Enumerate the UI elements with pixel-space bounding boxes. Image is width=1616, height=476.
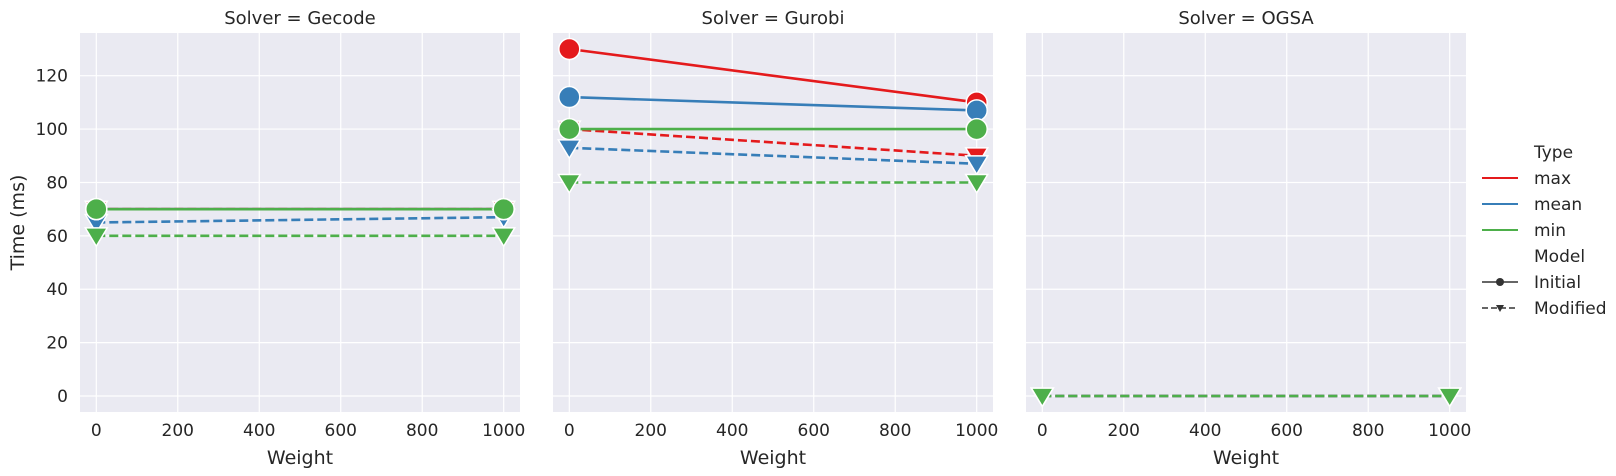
- y-tick-label: 40: [46, 280, 68, 300]
- x-tick-label: 1000: [1428, 421, 1471, 441]
- y-tick-label: 80: [46, 173, 68, 193]
- x-tick-label: 400: [716, 421, 748, 441]
- data-point-min-modified: [556, 173, 582, 195]
- data-point-min-initial: [492, 197, 515, 221]
- facet-title: Solver = Gecode: [224, 8, 376, 29]
- panel-background: [80, 33, 520, 412]
- panel-background: [553, 33, 993, 412]
- x-tick-label: 600: [325, 421, 357, 441]
- legend-label-max: max: [1534, 169, 1571, 189]
- data-point-mean-modified: [964, 155, 990, 176]
- y-tick-label: 20: [46, 334, 68, 354]
- series-line-max-initial: [569, 47, 977, 104]
- x-tick-label: 200: [635, 421, 667, 441]
- y-tick-label: 0: [57, 387, 68, 407]
- legend-marker-modified: [1496, 305, 1504, 312]
- data-point-max-initial: [558, 37, 581, 61]
- y-tick-label: 120: [36, 67, 68, 87]
- legend-label-min: min: [1534, 221, 1566, 241]
- x-tick-label: 600: [798, 421, 830, 441]
- x-tick-label: 0: [564, 421, 575, 441]
- facet-title: Solver = Gurobi: [702, 8, 845, 29]
- legend-label-modified: Modified: [1534, 299, 1607, 319]
- x-tick-label: 200: [162, 421, 194, 441]
- x-tick-label: 200: [1108, 421, 1140, 441]
- x-tick-label: 0: [91, 421, 102, 441]
- legend-label-mean: mean: [1534, 195, 1582, 215]
- data-point-mean-initial: [965, 99, 988, 122]
- legend-marker-initial: [1496, 278, 1504, 286]
- x-tick-label: 400: [1189, 421, 1221, 441]
- series-line-max-modified: [569, 127, 977, 158]
- y-tick-label: 100: [36, 120, 68, 140]
- series-line-mean-modified: [96, 215, 504, 224]
- x-tick-label: 600: [1271, 421, 1303, 441]
- x-axis-label: Weight: [1213, 447, 1279, 469]
- x-tick-label: 1000: [482, 421, 525, 441]
- x-axis-label: Weight: [740, 447, 806, 469]
- x-axis-label: Weight: [267, 447, 333, 469]
- y-tick-label: 60: [46, 227, 68, 247]
- data-point-min-initial: [965, 117, 988, 141]
- x-tick-label: 0: [1037, 421, 1048, 441]
- data-point-min-modified: [964, 173, 990, 195]
- x-tick-label: 800: [1352, 421, 1384, 441]
- data-point-min-initial: [558, 117, 581, 141]
- legend-title-model: Model: [1534, 247, 1585, 267]
- legend-title-type: Type: [1533, 143, 1573, 163]
- data-point-min-modified: [83, 227, 109, 248]
- x-tick-label: 400: [243, 421, 275, 441]
- facet-title: Solver = OGSA: [1178, 8, 1314, 29]
- data-point-min-modified: [491, 227, 517, 248]
- x-tick-label: 800: [879, 421, 911, 441]
- y-axis-label: Time (ms): [7, 175, 29, 272]
- data-point-mean-initial: [558, 85, 581, 109]
- data-point-min-modified: [1029, 387, 1055, 408]
- data-point-min-modified: [1437, 387, 1463, 408]
- series-line-mean-initial: [569, 95, 977, 112]
- x-tick-label: 1000: [955, 421, 998, 441]
- panel-background: [1026, 33, 1466, 412]
- legend-label-initial: Initial: [1534, 273, 1581, 293]
- x-tick-label: 800: [406, 421, 438, 441]
- series-line-mean-modified: [569, 146, 977, 166]
- data-point-min-initial: [85, 197, 108, 221]
